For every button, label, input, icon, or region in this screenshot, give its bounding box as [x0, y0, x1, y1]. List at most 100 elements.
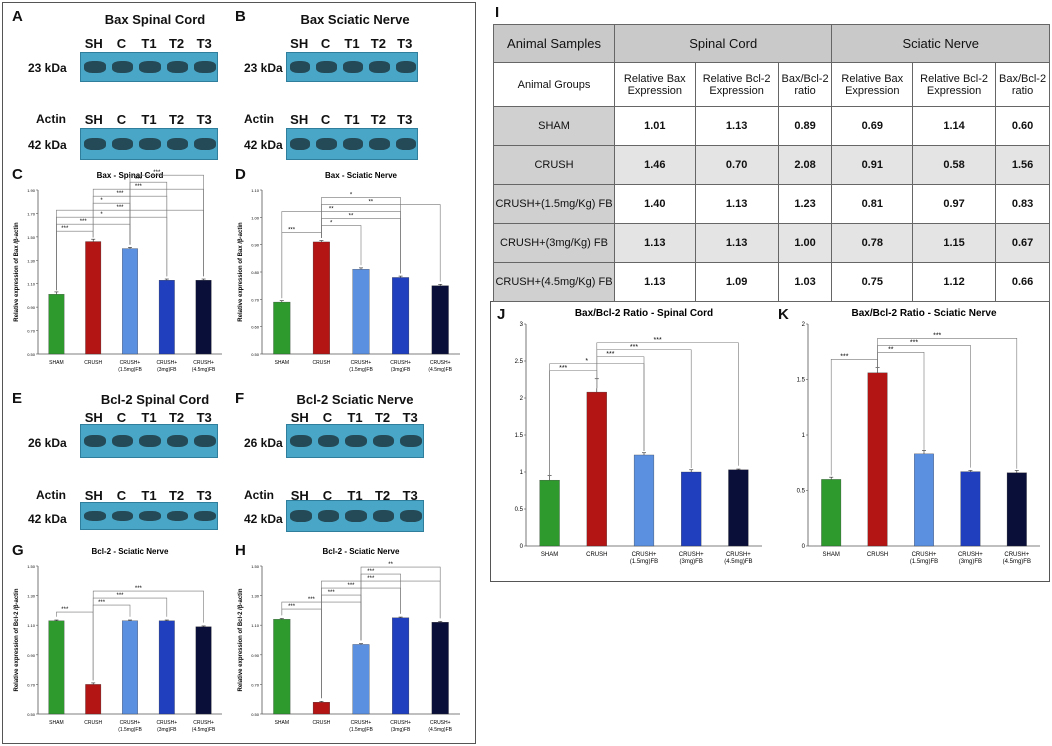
bar [392, 277, 410, 355]
x-tick-label: (4.5mg)FB [428, 727, 452, 733]
table-corner: Animal Samples [493, 24, 615, 63]
significance-bracket [281, 211, 401, 299]
table-cell: 0.67 [995, 223, 1050, 263]
kda-label-F: 26 kDa [244, 436, 283, 450]
blot-band [316, 138, 337, 150]
significance-label: *** [288, 228, 296, 234]
x-tick-label: (1.5mg)FB [118, 367, 142, 373]
significance-bracket [877, 337, 1018, 469]
bar [586, 391, 607, 547]
y-tick-label: 3 [520, 322, 524, 328]
x-tick-label: CRUSH+ [193, 360, 214, 366]
y-tick-label: 0.70 [251, 682, 260, 687]
table-cell: 0.58 [912, 145, 997, 185]
actin-strip-E [80, 502, 218, 530]
x-tick-label: (3mg)FB [391, 367, 411, 373]
significance-label: *** [367, 576, 375, 582]
y-tick-label: 1.00 [251, 215, 260, 220]
significance-label: *** [606, 351, 614, 358]
significance-label: * [330, 221, 333, 227]
chart-H: Bcl-2 - Sciatic Nerve 0.50 0.70 0.90 1.10 1.3… [238, 547, 460, 733]
bar [158, 620, 175, 715]
y-tick-label: 2 [520, 396, 524, 402]
x-tick-label: CRUSH+ [958, 552, 983, 558]
table-cell: 1.14 [912, 106, 997, 146]
x-tick-label: CRUSH+ [156, 360, 177, 366]
chart-C: Bax - Spinal Cord0.500.700.901.101.301.5… [14, 170, 222, 373]
lane-label: T2 [370, 112, 386, 127]
x-tick-label: (4.5mg)FB [428, 367, 452, 373]
significance-label: ** [368, 200, 373, 206]
significance-label: * [585, 358, 588, 365]
lane-label: T3 [402, 488, 418, 503]
x-tick-label: SHAM [541, 552, 558, 558]
lane-label: T2 [168, 112, 185, 127]
table-subheader: Relative Bcl-2 Expression [912, 62, 997, 107]
table-subheader: Bax/Bcl-2 ratio [777, 62, 833, 107]
blot-band [369, 138, 390, 150]
table-subheader: Relative Bcl-2 Expression [694, 62, 779, 107]
lane-label: T1 [344, 36, 360, 51]
blot-band [345, 434, 367, 448]
x-tick-label: CRUSH+ [120, 720, 141, 726]
table-cell: 1.23 [777, 184, 833, 224]
table-cell: 1.40 [614, 184, 696, 224]
significance-label: *** [153, 170, 161, 176]
blot-band [395, 138, 416, 150]
bar [122, 248, 138, 355]
bar [633, 454, 655, 547]
blot-title-F: Bcl-2 Sciatic Nerve [296, 392, 414, 407]
table-subheader: Bax/Bcl-2 ratio [995, 62, 1050, 107]
blot-band [194, 510, 216, 522]
y-tick-label: 0.70 [251, 297, 260, 302]
bar [85, 684, 102, 715]
x-tick-label: CRUSH [586, 552, 607, 558]
y-tick-label: 1.10 [251, 623, 260, 628]
x-tick-label: SHAM [49, 360, 63, 366]
table-cell: 0.60 [995, 106, 1050, 146]
y-tick-label: 1 [520, 470, 524, 476]
table-row: CRUSH+(4.5mg/Kg) FB 1.13 1.09 1.03 0.75 1.12 0… [493, 262, 1050, 302]
kda-label-E: 26 kDa [28, 436, 67, 450]
table-subheader: Relative Bax Expression [614, 62, 696, 107]
table-row: CRUSH 1.46 0.70 2.08 0.91 0.58 1.56 [493, 145, 1050, 185]
x-tick-label: (3mg)FB [157, 727, 177, 733]
bar [431, 622, 449, 715]
x-tick-label: (3mg)FB [391, 727, 411, 733]
panel-label-F: F [235, 390, 245, 407]
significance-label: * [350, 193, 353, 199]
panel-label-E: E [12, 390, 23, 407]
lane-label: C [322, 410, 333, 425]
blot-band [317, 510, 340, 522]
x-tick-label: (4.5mg)FB [192, 367, 216, 373]
blot-band [342, 138, 364, 150]
y-axis-label: Relative expression of Bax /β-actin [238, 222, 244, 322]
y-tick-label: 1.30 [27, 258, 36, 263]
expression-table: Animal Samples Spinal Cord Sciatic Nerve… [493, 24, 1050, 302]
blot-band [194, 434, 216, 448]
x-tick-label: CRUSH+ [726, 552, 751, 558]
x-tick-label: (4.5mg)FB [724, 559, 752, 565]
table-cell: 2.08 [777, 145, 833, 185]
table-row-group: CRUSH [493, 145, 615, 185]
x-tick-label: (4.5mg)FB [1003, 559, 1031, 565]
y-tick-label: 1.30 [27, 594, 36, 599]
significance-bracket [596, 342, 739, 466]
significance-bracket [56, 216, 168, 291]
y-tick-label: 1.10 [27, 623, 36, 628]
actin-strip-F [286, 500, 424, 532]
blot-band [342, 61, 364, 73]
significance-label: *** [933, 332, 941, 339]
table-cell: 1.13 [694, 223, 779, 263]
y-tick-label: 0.70 [27, 682, 36, 687]
y-tick-label: 0.90 [251, 243, 260, 248]
actin-lanes-E: SH C T1 T2 T3 [80, 488, 218, 503]
bar [195, 280, 212, 355]
table-row-group: CRUSH+(1.5mg/Kg) FB [493, 184, 615, 224]
significance-label: *** [328, 590, 336, 596]
blot-band [139, 510, 161, 522]
significance-label: *** [116, 205, 124, 211]
panel-label-I: I [495, 4, 500, 21]
table-cell: 0.91 [831, 145, 914, 185]
panel-label-H: H [235, 542, 246, 559]
